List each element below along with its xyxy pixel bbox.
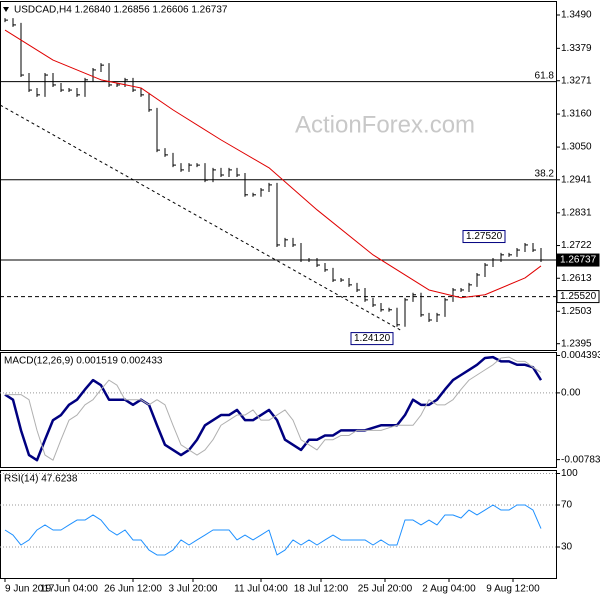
y-tick-label: -0.007833: [561, 454, 600, 465]
indicator-line: [4, 29, 542, 299]
level-label: 61.8: [535, 70, 555, 81]
y-tick-label: 1.3490: [561, 10, 592, 21]
collapse-arrow: [3, 7, 9, 12]
y-tick-label: 1.3271: [561, 75, 592, 86]
panel-frame: [0, 352, 557, 468]
y-tick-label: 0.004393: [561, 350, 600, 361]
annotation-label: 1.24120: [354, 333, 391, 344]
annotation-label: 1.27520: [466, 231, 503, 242]
y-tick-label: 30: [561, 542, 573, 553]
panel-title: RSI(14) 47.6238: [4, 474, 78, 485]
indicator-line: [4, 504, 542, 556]
y-tick-label: 1.3050: [561, 142, 592, 153]
level-label: 38.2: [535, 168, 555, 179]
panel-title: MACD(12,26,9) 0.001519 0.002433: [4, 356, 163, 367]
x-tick-label: 3 Jul 20:00: [169, 584, 218, 595]
x-tick-label: 19 Jun 04:00: [40, 584, 98, 595]
indicator-line: [5, 356, 542, 461]
y-tick-label: 0.00: [561, 388, 581, 399]
x-tick-label: 2 Aug 04:00: [422, 584, 476, 595]
indicator-line: [4, 355, 543, 462]
y-tick-label: 1.2941: [561, 174, 592, 185]
price-label: 1.26737: [560, 255, 597, 266]
x-tick-label: 18 Jul 12:00: [294, 584, 349, 595]
y-tick-label: 70: [561, 500, 573, 511]
price-label-box: [556, 290, 600, 304]
y-tick-label: 1.2395: [561, 338, 592, 349]
x-tick-label: 26 Jun 12:00: [104, 584, 162, 595]
y-tick-label: 100: [561, 468, 578, 479]
annotation-box: [350, 332, 394, 346]
annotation-box: [462, 230, 506, 244]
y-tick-label: 1.2613: [561, 273, 592, 284]
panel-frame: [0, 470, 557, 579]
price-label: 1.25520: [560, 291, 597, 302]
y-tick-label: 1.2722: [561, 240, 592, 251]
y-tick-label: 1.3379: [561, 43, 592, 54]
trend-line: [0, 104, 401, 331]
watermark: ActionForex.com: [295, 111, 475, 138]
price-label-box: [556, 253, 600, 267]
chart-title: USDCAD,H4 1.26840 1.26856 1.26606 1.2673…: [14, 5, 228, 16]
x-tick-label: 25 Jul 20:00: [358, 584, 413, 595]
x-tick-label: 9 Aug 12:00: [486, 584, 540, 595]
panel-frame: [0, 1, 557, 351]
x-tick-label: 9 Jun 2017: [5, 584, 55, 595]
y-tick-label: 1.2831: [561, 207, 592, 218]
y-tick-label: 1.2503: [561, 306, 592, 317]
x-tick-label: 11 Jul 04:00: [234, 584, 288, 595]
y-tick-label: 1.3160: [561, 109, 592, 120]
